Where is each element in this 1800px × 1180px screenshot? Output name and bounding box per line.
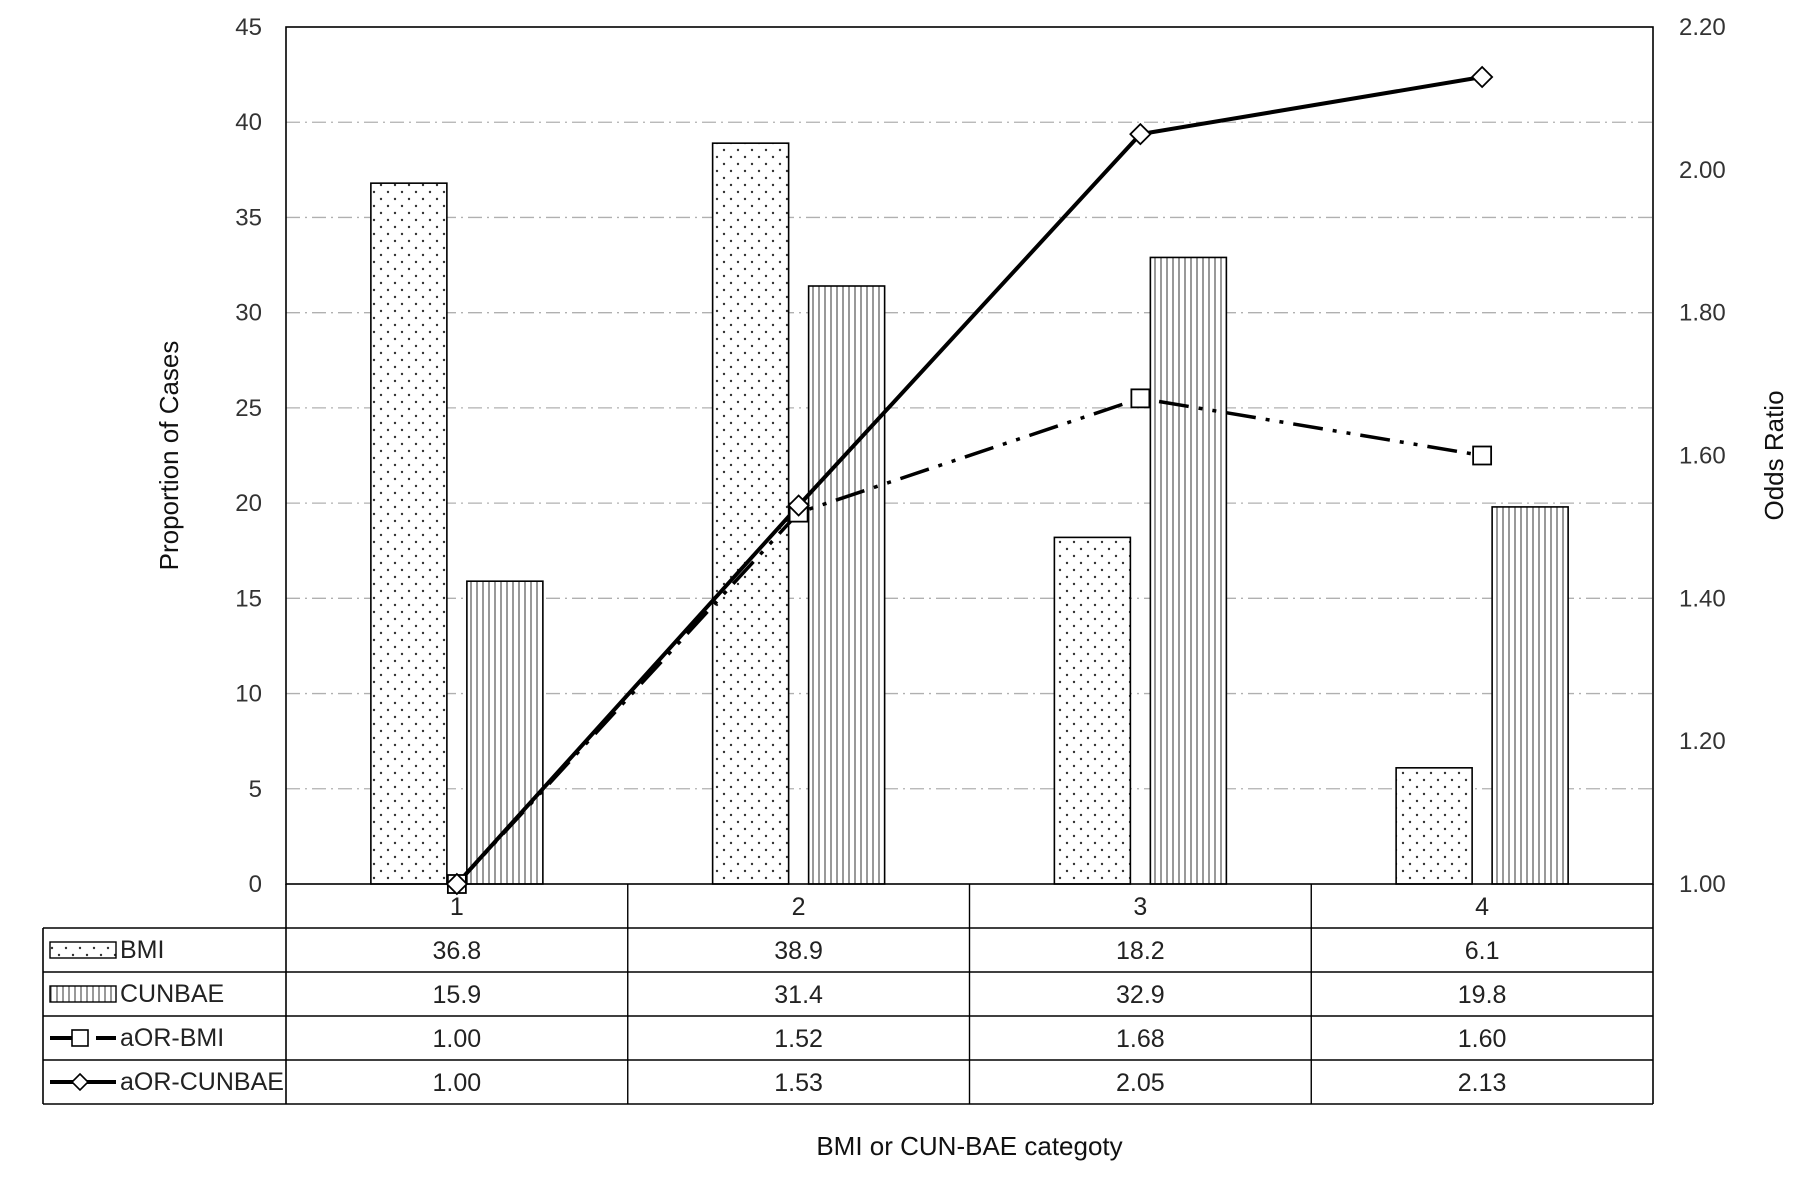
y-tick-label: 15 <box>235 585 262 612</box>
axes: Proportion of Cases Odds Ratio BMI or CU… <box>154 14 1789 1161</box>
data-label-aor-bmi-3: 1.68 <box>1116 1025 1165 1053</box>
marker-aor-bmi-4 <box>1472 445 1493 466</box>
category-label: 4 <box>1475 893 1489 921</box>
legend-label-aor-cunbae: aOR-CUNBAE <box>120 1068 284 1096</box>
y-tick-label: 20 <box>235 490 262 517</box>
y2-tick-label: 2.00 <box>1679 157 1726 184</box>
y-tick-label: 25 <box>235 395 262 422</box>
x-axis-title: BMI or CUN-BAE categoty <box>816 1131 1122 1161</box>
bar-bmi-4 <box>1395 767 1473 885</box>
y2-tick-label: 1.20 <box>1679 728 1726 755</box>
y2-tick-label: 1.00 <box>1679 871 1726 898</box>
bar-cunbae-2 <box>807 285 886 885</box>
marker-aor-cunbae-2 <box>787 494 810 517</box>
bar-bmi-1 <box>370 182 448 885</box>
y-axis-title: Proportion of Cases <box>154 341 184 571</box>
legend-label-bmi: BMI <box>120 936 164 964</box>
data-label-bmi-2: 38.9 <box>774 937 823 965</box>
data-label-aor-cunbae-1: 1.00 <box>433 1069 482 1097</box>
marker-aor-cunbae-1 <box>445 872 469 896</box>
line-aor-bmi <box>455 396 1483 886</box>
line-aor-cunbae <box>455 75 1483 886</box>
y-tick-label: 10 <box>235 681 262 708</box>
y2-tick-label: 1.60 <box>1679 443 1726 470</box>
bar-bmi-3 <box>1053 536 1132 885</box>
data-table: 1 2 3 4 BMI 36.8 38.9 18.2 6.1 CUNBAE 15.9 31.4 32.9… <box>42 884 1654 1105</box>
data-label-bmi-4: 6.1 <box>1465 937 1500 965</box>
y2-tick-label: 1.80 <box>1679 300 1726 327</box>
data-label-bmi-3: 18.2 <box>1116 937 1165 965</box>
data-label-aor-cunbae-2: 1.53 <box>774 1069 823 1097</box>
lines <box>445 65 1494 896</box>
bar-cunbae-1 <box>466 580 544 885</box>
legend-marker-aor-cunbae <box>70 1072 90 1092</box>
y-tick-label: 45 <box>235 14 262 41</box>
y-tick-label: 30 <box>235 300 262 327</box>
y-tick-label: 40 <box>235 109 262 136</box>
data-label-aor-cunbae-3: 2.05 <box>1116 1069 1165 1097</box>
y2-tick-label: 1.40 <box>1679 585 1726 612</box>
y-tick-label: 0 <box>249 871 262 898</box>
legend-swatch-bmi <box>49 941 117 959</box>
bar-bmi-2 <box>711 142 790 885</box>
marker-aor-bmi-3 <box>1130 388 1151 409</box>
data-label-bmi-1: 36.8 <box>433 937 482 965</box>
y2-tick-label: 2.20 <box>1679 14 1726 41</box>
data-label-cunbae-1: 15.9 <box>433 981 482 1009</box>
category-label: 3 <box>1133 893 1147 921</box>
data-label-aor-cunbae-4: 2.13 <box>1458 1069 1507 1097</box>
y-tick-label: 35 <box>235 204 262 231</box>
bar-cunbae-3 <box>1149 256 1228 885</box>
y2-axis-title: Odds Ratio <box>1759 390 1789 520</box>
marker-aor-cunbae-4 <box>1470 65 1494 89</box>
data-label-aor-bmi-4: 1.60 <box>1458 1025 1507 1053</box>
legend-label-cunbae: CUNBAE <box>120 980 224 1008</box>
data-label-cunbae-2: 31.4 <box>774 981 823 1009</box>
data-label-aor-bmi-2: 1.52 <box>774 1025 823 1053</box>
y-tick-label: 5 <box>249 776 262 803</box>
legend-label-aor-bmi: aOR-BMI <box>120 1024 224 1052</box>
bars <box>370 142 1569 885</box>
data-label-aor-bmi-1: 1.00 <box>433 1025 482 1053</box>
data-label-cunbae-4: 19.8 <box>1458 981 1507 1009</box>
legend-swatch-cunbae <box>49 985 117 1003</box>
marker-aor-cunbae-3 <box>1129 122 1152 146</box>
data-label-cunbae-3: 32.9 <box>1116 981 1165 1009</box>
bar-cunbae-4 <box>1491 506 1569 885</box>
legend-marker-aor-bmi <box>71 1029 89 1047</box>
category-label: 1 <box>450 893 464 921</box>
category-label: 2 <box>792 893 806 921</box>
